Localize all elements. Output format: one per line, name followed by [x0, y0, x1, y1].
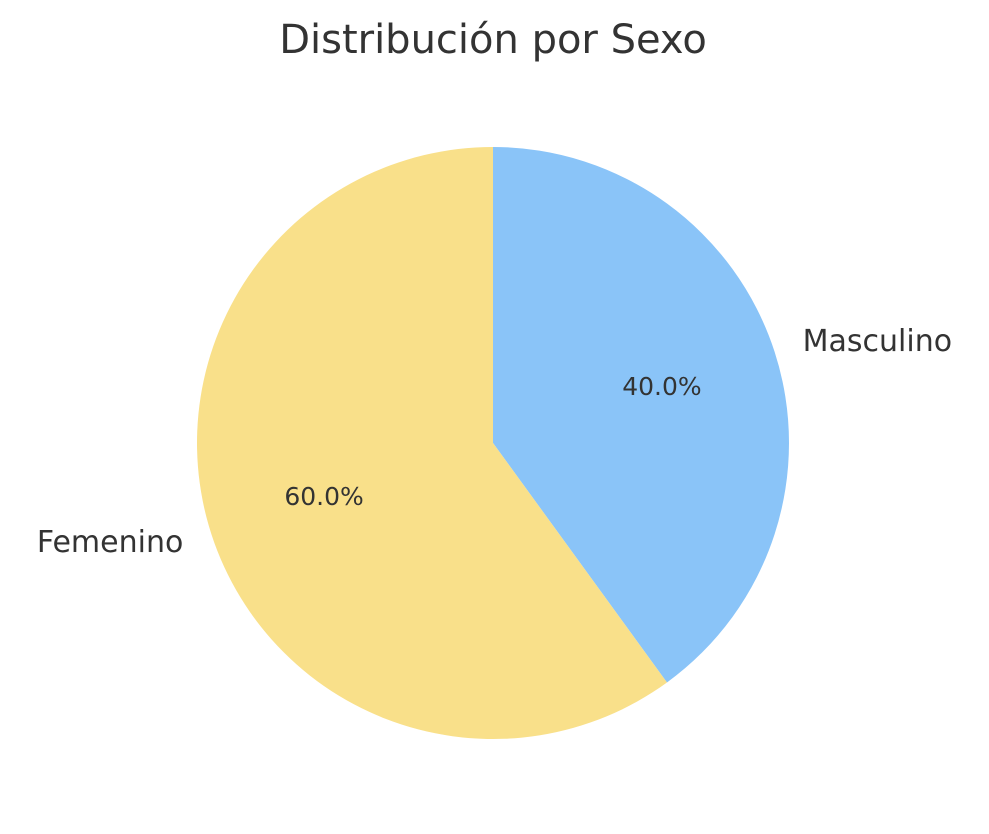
slice-label: Femenino: [37, 525, 183, 560]
pie-slice: [493, 147, 790, 683]
chart-title: Distribución por Sexo: [279, 17, 707, 63]
value-label: 60.0%: [284, 482, 363, 511]
slice-label: Masculino: [803, 324, 952, 359]
pie-slice: [197, 147, 667, 739]
value-label: 40.0%: [622, 372, 701, 401]
